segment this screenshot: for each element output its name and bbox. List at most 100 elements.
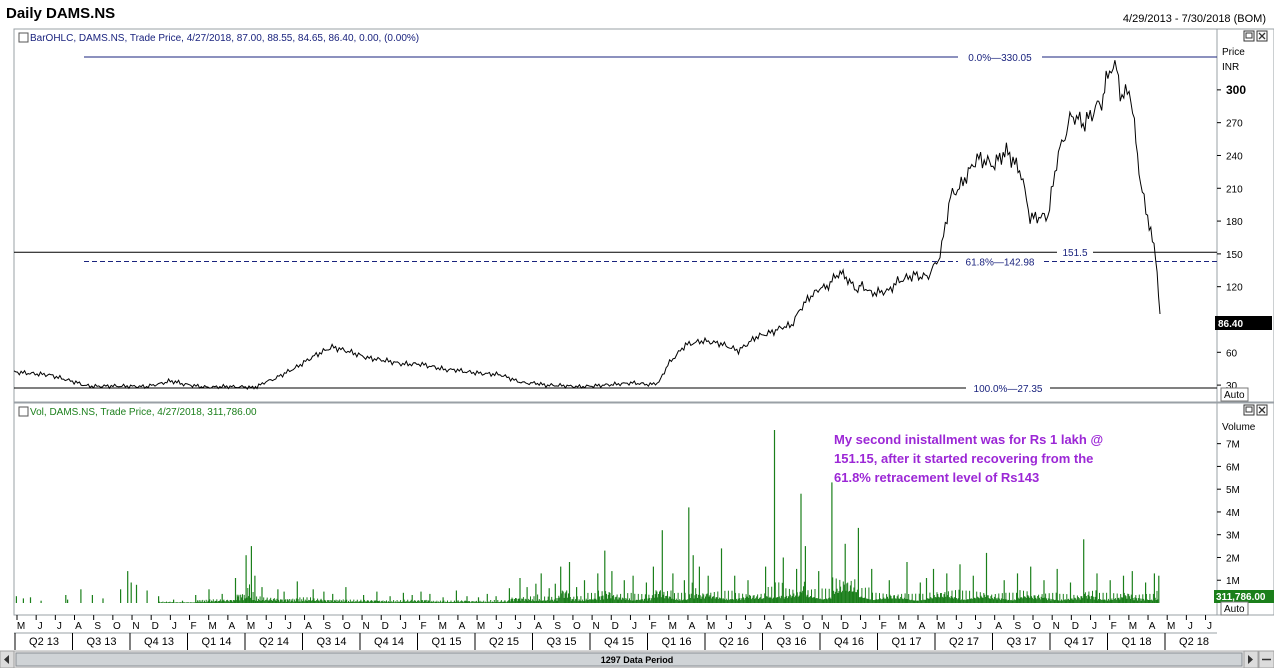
volume-bar	[804, 546, 806, 603]
volume-bar	[383, 602, 385, 603]
volume-bar	[203, 602, 205, 603]
month-tick-label: F	[421, 621, 427, 632]
price-panel-close-button[interactable]	[1256, 30, 1268, 42]
quarter-tick-label: Q4 13	[144, 636, 174, 648]
volume-bar	[887, 598, 889, 603]
volume-bar	[909, 600, 911, 603]
volume-bar	[589, 599, 591, 603]
month-tick-label: M	[17, 621, 25, 632]
volume-bar	[164, 602, 166, 603]
volume-panel-restore-button[interactable]	[1243, 404, 1255, 416]
volume-bar	[913, 600, 915, 603]
scrollbar-thumb[interactable]	[15, 652, 1243, 667]
price-auto-button[interactable]	[1220, 387, 1249, 402]
volume-bar	[1017, 597, 1019, 603]
volume-bar	[559, 597, 561, 603]
volume-bar	[266, 597, 268, 603]
volume-bar	[396, 600, 398, 603]
quarter-tick-label: Q4 16	[834, 636, 864, 648]
volume-bar	[212, 599, 214, 603]
volume-bar	[669, 596, 671, 603]
volume-bar	[549, 601, 551, 603]
volume-bar	[470, 601, 472, 603]
volume-bar	[262, 600, 264, 603]
volume-bar	[882, 593, 884, 603]
volume-bar	[958, 589, 960, 603]
volume-bar	[803, 586, 804, 603]
volume-bar	[638, 599, 640, 603]
scroll-left-button[interactable]	[0, 650, 15, 668]
volume-bar	[227, 600, 229, 603]
volume-bar	[643, 600, 645, 603]
volume-bar	[921, 600, 923, 603]
volume-bar	[577, 600, 579, 603]
quarter-tick-label: Q4 15	[604, 636, 634, 648]
volume-bar	[1099, 599, 1101, 603]
price-legend-checkbox[interactable]	[18, 32, 29, 43]
volume-bar	[29, 597, 32, 603]
volume-bar	[1004, 599, 1006, 603]
last-price-box	[1215, 316, 1272, 330]
volume-bar	[468, 601, 470, 603]
volume-bar	[497, 600, 499, 603]
volume-bar	[426, 601, 428, 603]
volume-bar	[727, 600, 728, 603]
volume-bar	[998, 593, 1000, 603]
volume-bar	[1144, 600, 1146, 603]
volume-bar	[420, 591, 422, 603]
volume-bar	[502, 602, 504, 603]
volume-bar	[734, 575, 736, 603]
price-panel-restore-button[interactable]	[1243, 30, 1255, 42]
zoom-button[interactable]	[1258, 650, 1274, 668]
volume-panel-close-button[interactable]	[1256, 404, 1268, 416]
volume-bar	[1103, 599, 1105, 603]
volume-bar	[1014, 599, 1016, 603]
volume-bar	[302, 601, 303, 603]
volume-bar	[336, 601, 338, 603]
price-level-label: 100.0%—27.35	[974, 384, 1043, 395]
volume-bar	[240, 594, 242, 603]
month-tick-label: J	[1207, 621, 1212, 632]
volume-bar	[932, 568, 935, 603]
volume-bar	[704, 598, 706, 603]
volume-bar	[538, 600, 539, 603]
volume-bar	[176, 602, 178, 603]
volume-bar	[929, 592, 931, 603]
volume-bar	[817, 598, 819, 603]
scroll-right-button[interactable]	[1243, 650, 1259, 668]
volume-bar	[1131, 571, 1133, 603]
volume-bar	[641, 594, 643, 603]
volume-bar	[1060, 600, 1062, 603]
volume-bar	[624, 599, 626, 603]
volume-bar	[534, 601, 536, 603]
volume-bar	[195, 595, 197, 603]
volume-bar	[856, 589, 858, 603]
month-tick-label: J	[1092, 621, 1097, 632]
volume-bar	[196, 600, 198, 603]
volume-bar	[217, 601, 219, 603]
volume-bar	[662, 594, 664, 603]
volume-bar	[607, 594, 609, 603]
volume-bar	[614, 597, 616, 603]
volume-bar	[966, 599, 968, 603]
volume-legend-checkbox[interactable]	[18, 406, 29, 417]
volume-bar	[572, 599, 574, 603]
volume-bar	[698, 566, 700, 603]
month-tick-label: A	[919, 621, 926, 632]
volume-bar	[550, 599, 552, 603]
volume-bar	[199, 602, 201, 603]
volume-bar	[533, 596, 535, 603]
volume-bar	[1039, 599, 1041, 603]
volume-bar	[657, 597, 659, 603]
volume-bar	[1105, 600, 1107, 603]
volume-bar	[418, 600, 420, 603]
volume-auto-button[interactable]	[1220, 601, 1249, 616]
volume-tick-label: 3M	[1226, 531, 1240, 542]
volume-bar	[861, 588, 863, 603]
volume-bar	[622, 598, 624, 603]
volume-bar	[712, 596, 713, 603]
volume-bar	[1059, 593, 1061, 603]
volume-bar	[912, 600, 914, 603]
month-tick-label: M	[1129, 621, 1137, 632]
volume-bar	[1148, 600, 1150, 603]
